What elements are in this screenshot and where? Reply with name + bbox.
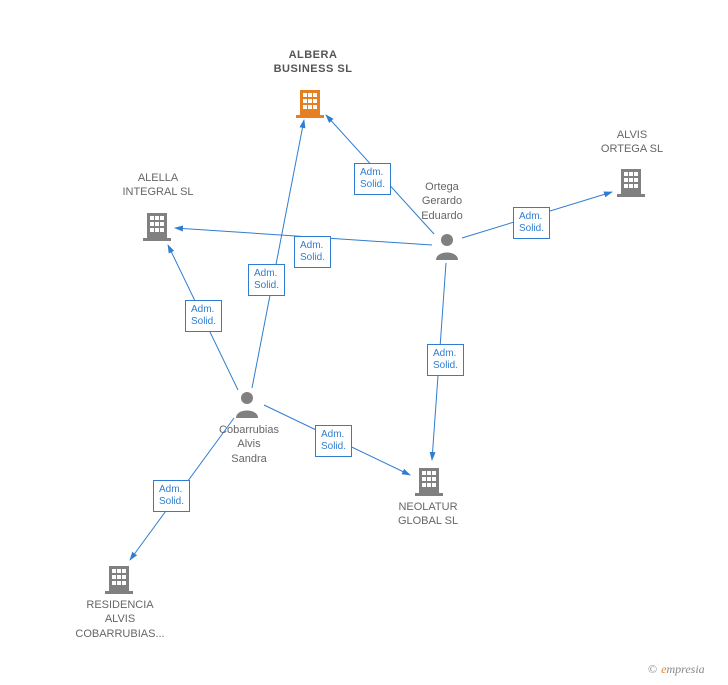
edge-label: Adm. Solid.: [513, 207, 550, 239]
building-icon: [415, 466, 443, 501]
credit-watermark: ©empresia: [648, 662, 705, 677]
edge-label: Adm. Solid.: [427, 344, 464, 376]
edge-label: Adm. Solid.: [248, 264, 285, 296]
building-icon: [143, 211, 171, 246]
node-label: Cobarrubias Alvis Sandra: [199, 423, 299, 466]
diagram-canvas: ALBERA BUSINESS SL ALVIS ORTEGA SL ALELLA …: [0, 0, 728, 685]
building-icon: [296, 88, 324, 123]
building-icon: [617, 167, 645, 202]
edge-label: Adm. Solid.: [315, 425, 352, 457]
copyright-symbol: ©: [648, 662, 657, 676]
edge-label: Adm. Solid.: [354, 163, 391, 195]
edge-label: Adm. Solid.: [185, 300, 222, 332]
credit-rest: mpresia: [666, 662, 704, 676]
edge-label: Adm. Solid.: [153, 480, 190, 512]
node-label: ALELLA INTEGRAL SL: [108, 171, 208, 200]
edge-label: Adm. Solid.: [294, 236, 331, 268]
node-label: Ortega Gerardo Eduardo: [397, 180, 487, 223]
node-label: ALBERA BUSINESS SL: [258, 48, 368, 77]
person-icon: [434, 232, 460, 265]
node-label: RESIDENCIA ALVIS COBARRUBIAS...: [60, 598, 180, 641]
building-icon: [105, 564, 133, 599]
node-label: NEOLATUR GLOBAL SL: [378, 500, 478, 529]
person-icon: [234, 390, 260, 423]
node-label: ALVIS ORTEGA SL: [582, 128, 682, 157]
